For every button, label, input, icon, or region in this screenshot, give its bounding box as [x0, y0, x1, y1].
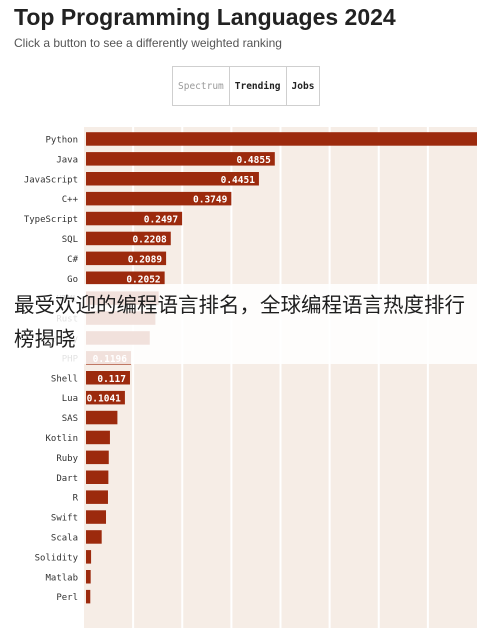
value-label: 0.4855: [236, 155, 271, 166]
category-label: JavaScript: [24, 175, 78, 185]
category-label: Scala: [51, 533, 78, 543]
value-label: 0.1041: [87, 394, 122, 405]
value-label: 0.117: [97, 374, 126, 385]
overlay-caption: 最受欢迎的编程语言排名，全球编程语言热度排行榜揭晓: [14, 293, 465, 351]
bar: [86, 371, 130, 385]
category-label: Dart: [56, 474, 78, 484]
category-label: C#: [67, 255, 78, 265]
category-label: Shell: [51, 374, 78, 384]
bar: [86, 510, 107, 524]
bar: [86, 191, 232, 206]
bar: [86, 450, 109, 465]
bar: [86, 410, 118, 425]
bar: [86, 470, 109, 484]
bar: [86, 211, 183, 226]
category-label: Go: [67, 275, 78, 285]
category-label: Swift: [51, 514, 78, 524]
category-label: SQL: [62, 235, 78, 245]
bar: [86, 271, 165, 285]
bar: [86, 530, 102, 544]
bar: [86, 251, 167, 266]
bar: [86, 172, 259, 186]
bar: [86, 570, 91, 584]
category-label: Java: [56, 155, 78, 165]
bar: [86, 550, 92, 564]
ranking-tabs: Spectrum Trending Jobs: [172, 66, 321, 106]
category-label: TypeScript: [24, 215, 78, 225]
chart-title: Top Programming Languages 2024: [14, 4, 396, 30]
value-label: 0.3749: [193, 195, 228, 206]
bar: [86, 430, 110, 445]
category-label: Kotlin: [45, 434, 78, 444]
category-label: R: [73, 494, 79, 504]
category-label: Perl: [56, 593, 78, 603]
bar: [86, 132, 477, 146]
category-label: Solidity: [35, 553, 79, 563]
tab-trending[interactable]: Trending: [229, 67, 287, 105]
bar: [86, 490, 108, 504]
category-label: Python: [45, 135, 78, 145]
overlay-banner: [0, 284, 490, 364]
tab-jobs[interactable]: Jobs: [286, 67, 320, 105]
bar: [86, 390, 125, 405]
value-label: 0.2089: [128, 254, 163, 265]
value-label: 0.2052: [126, 274, 160, 285]
category-label: Lua: [62, 394, 78, 404]
category-label: Ruby: [56, 454, 78, 464]
chart-subtitle: Click a button to see a differently weig…: [14, 36, 282, 50]
value-label: 0.2208: [132, 234, 167, 245]
category-label: C++: [62, 195, 79, 205]
category-label: SAS: [62, 414, 78, 424]
bar: [86, 152, 275, 166]
category-label: Matlab: [45, 573, 78, 583]
bar: [86, 589, 91, 604]
tab-spectrum[interactable]: Spectrum: [173, 67, 230, 105]
value-label: 0.4451: [221, 175, 256, 186]
bar: [86, 231, 171, 246]
value-label: 0.2497: [144, 215, 178, 226]
